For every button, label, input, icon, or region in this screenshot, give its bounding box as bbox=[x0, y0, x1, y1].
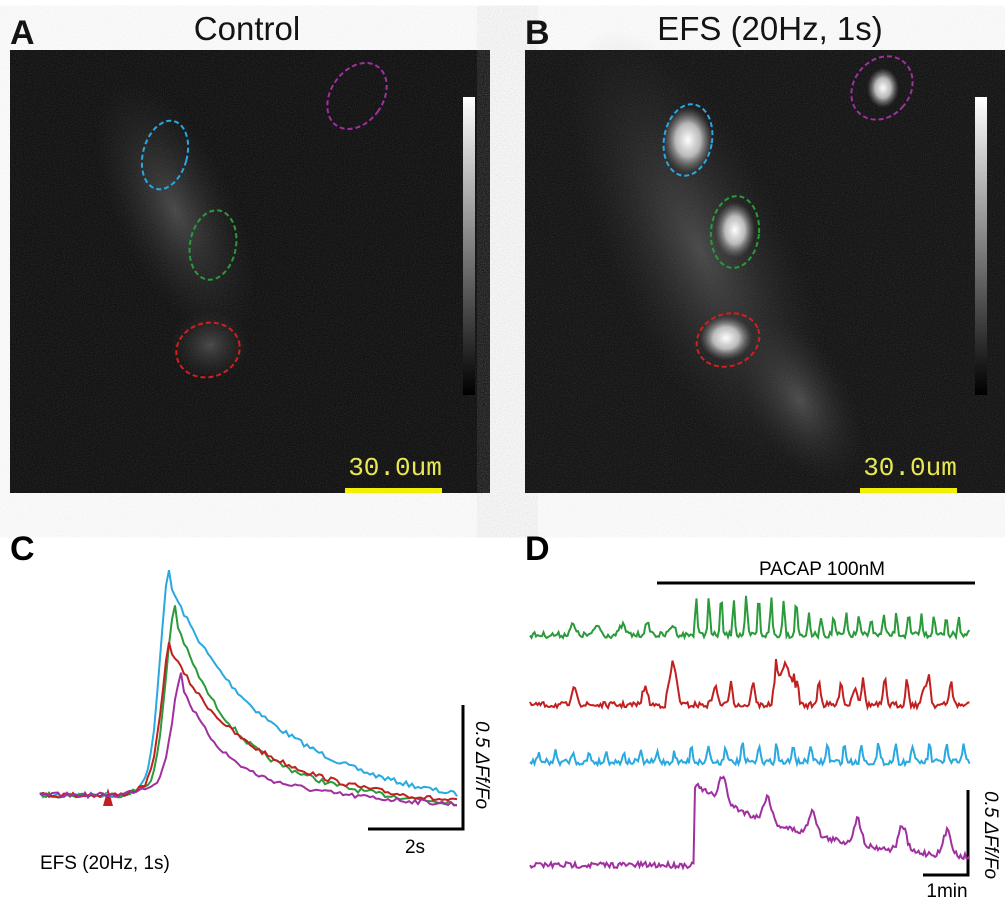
panel-d: D PACAP 100nM 1min 0.5 ΔFf/Fo bbox=[525, 530, 1001, 902]
trace bbox=[39, 642, 458, 802]
panel-b: B EFS (20Hz, 1s) 30.0um bbox=[525, 10, 1005, 493]
roi bbox=[140, 119, 190, 191]
trace bbox=[39, 570, 458, 799]
cell bbox=[715, 202, 755, 258]
panel-title: EFS (20Hz, 1s) bbox=[657, 10, 883, 47]
scale-label: 30.0um bbox=[348, 453, 442, 483]
cell bbox=[700, 316, 752, 360]
cell-glow bbox=[737, 318, 863, 482]
panel-label: A bbox=[10, 14, 35, 52]
amplitude-scale: 0.5 ΔFf/Fo bbox=[471, 721, 492, 809]
cell bbox=[663, 107, 713, 173]
scale-label: 30.0um bbox=[863, 453, 957, 483]
roi bbox=[326, 61, 388, 131]
amplitude-scale: 0.5 ΔFf/Fo bbox=[980, 791, 1001, 879]
trace bbox=[39, 605, 458, 807]
cell bbox=[867, 68, 899, 108]
scale-bar bbox=[345, 488, 442, 493]
panel-title: Control bbox=[194, 10, 300, 47]
cell-glow bbox=[94, 80, 256, 340]
panel-a: A Control 30.0um bbox=[10, 10, 490, 493]
roi bbox=[850, 55, 914, 121]
trace bbox=[529, 658, 970, 711]
roi bbox=[175, 321, 241, 379]
intensity-bar bbox=[975, 97, 987, 395]
time-scale: 1min bbox=[926, 881, 967, 902]
intensity-bar bbox=[463, 97, 475, 395]
treatment-label: PACAP 100nM bbox=[759, 559, 885, 580]
scale-bar bbox=[368, 705, 465, 831]
panel-c: C EFS (20Hz, 1s) 2s 0.5 ΔFf/Fo bbox=[10, 530, 492, 874]
trace bbox=[529, 595, 971, 641]
panel-label: C bbox=[10, 530, 35, 568]
time-scale: 2s bbox=[405, 837, 425, 858]
cell-glow bbox=[170, 310, 250, 380]
roi bbox=[188, 209, 238, 281]
trace bbox=[529, 742, 971, 768]
trace bbox=[39, 672, 458, 807]
roi bbox=[695, 312, 761, 368]
stimulus-label: EFS (20Hz, 1s) bbox=[40, 853, 170, 874]
trace bbox=[529, 775, 971, 871]
panel-label: D bbox=[525, 530, 550, 568]
scale-bar bbox=[923, 790, 970, 877]
roi bbox=[662, 103, 714, 177]
roi bbox=[709, 195, 761, 269]
panel-label: B bbox=[525, 14, 550, 52]
scale-bar bbox=[860, 488, 957, 493]
